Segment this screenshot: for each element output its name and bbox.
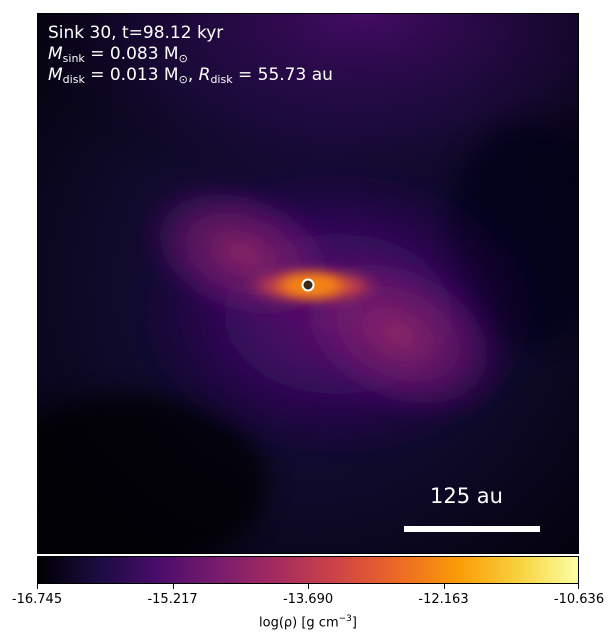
colorbar-tick-label: -12.163 — [418, 592, 469, 607]
colorbar-tick — [172, 584, 174, 589]
sink-particle-marker — [301, 278, 315, 292]
sink-mass-label: Msink = 0.083 M⊙ — [48, 44, 188, 66]
colorbar-tick-label: -16.745 — [11, 592, 63, 607]
colorbar-label: log(ρ) [g cm−3] — [259, 614, 357, 631]
colorbar-tick — [37, 584, 38, 589]
scale-bar-label: 125 au — [430, 484, 503, 508]
disk-properties-label: Mdisk = 0.013 M⊙, Rdisk = 55.73 au — [48, 65, 333, 87]
density-map: Sink 30, t=98.12 kyr Msink = 0.083 M⊙ Md… — [37, 13, 579, 554]
colorbar-tick — [308, 584, 310, 589]
scale-bar — [404, 526, 540, 532]
colorbar-tick — [443, 584, 445, 589]
colorbar-tick — [578, 584, 579, 589]
colorbar-tick-label: -15.217 — [147, 592, 198, 607]
sink-time-label: Sink 30, t=98.12 kyr — [48, 23, 224, 43]
colorbar-tick-label: -10.636 — [553, 592, 605, 607]
colorbar-tick-label: -13.690 — [282, 592, 334, 607]
colorbar — [37, 556, 579, 584]
density-field — [38, 14, 578, 553]
